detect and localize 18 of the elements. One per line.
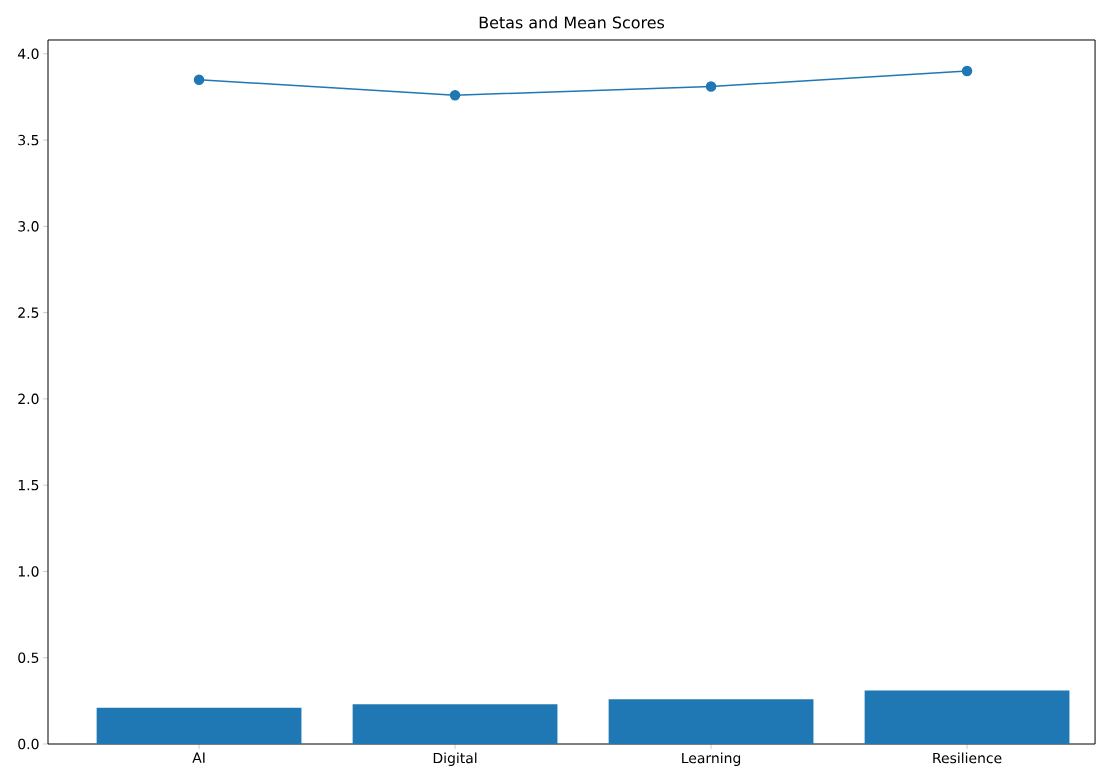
y-tick-label: 2.5 xyxy=(18,307,39,318)
y-tick-label: 3.0 xyxy=(18,221,39,232)
y-tick-label: 2.0 xyxy=(18,393,39,405)
y-tick-label: 1.5 xyxy=(18,479,39,491)
point xyxy=(705,81,717,92)
chart-title: Betas and Mean Scores xyxy=(479,16,665,29)
point xyxy=(449,89,461,101)
x-tick-label: Digital xyxy=(433,752,477,767)
y-tick-label: 0.5 xyxy=(18,652,39,663)
y-tick-label: 4.0 xyxy=(17,48,39,60)
y-tick-label: 3.5 xyxy=(18,134,39,146)
x-tick-label: Resilience xyxy=(933,752,1002,764)
point xyxy=(193,74,205,85)
point xyxy=(961,65,973,77)
y-tick-label: 0.0 xyxy=(18,738,39,750)
x-tick-label: Learning xyxy=(682,752,741,767)
y-tick-label: 1.0 xyxy=(18,566,39,577)
x-tick-label: AI xyxy=(192,752,205,763)
